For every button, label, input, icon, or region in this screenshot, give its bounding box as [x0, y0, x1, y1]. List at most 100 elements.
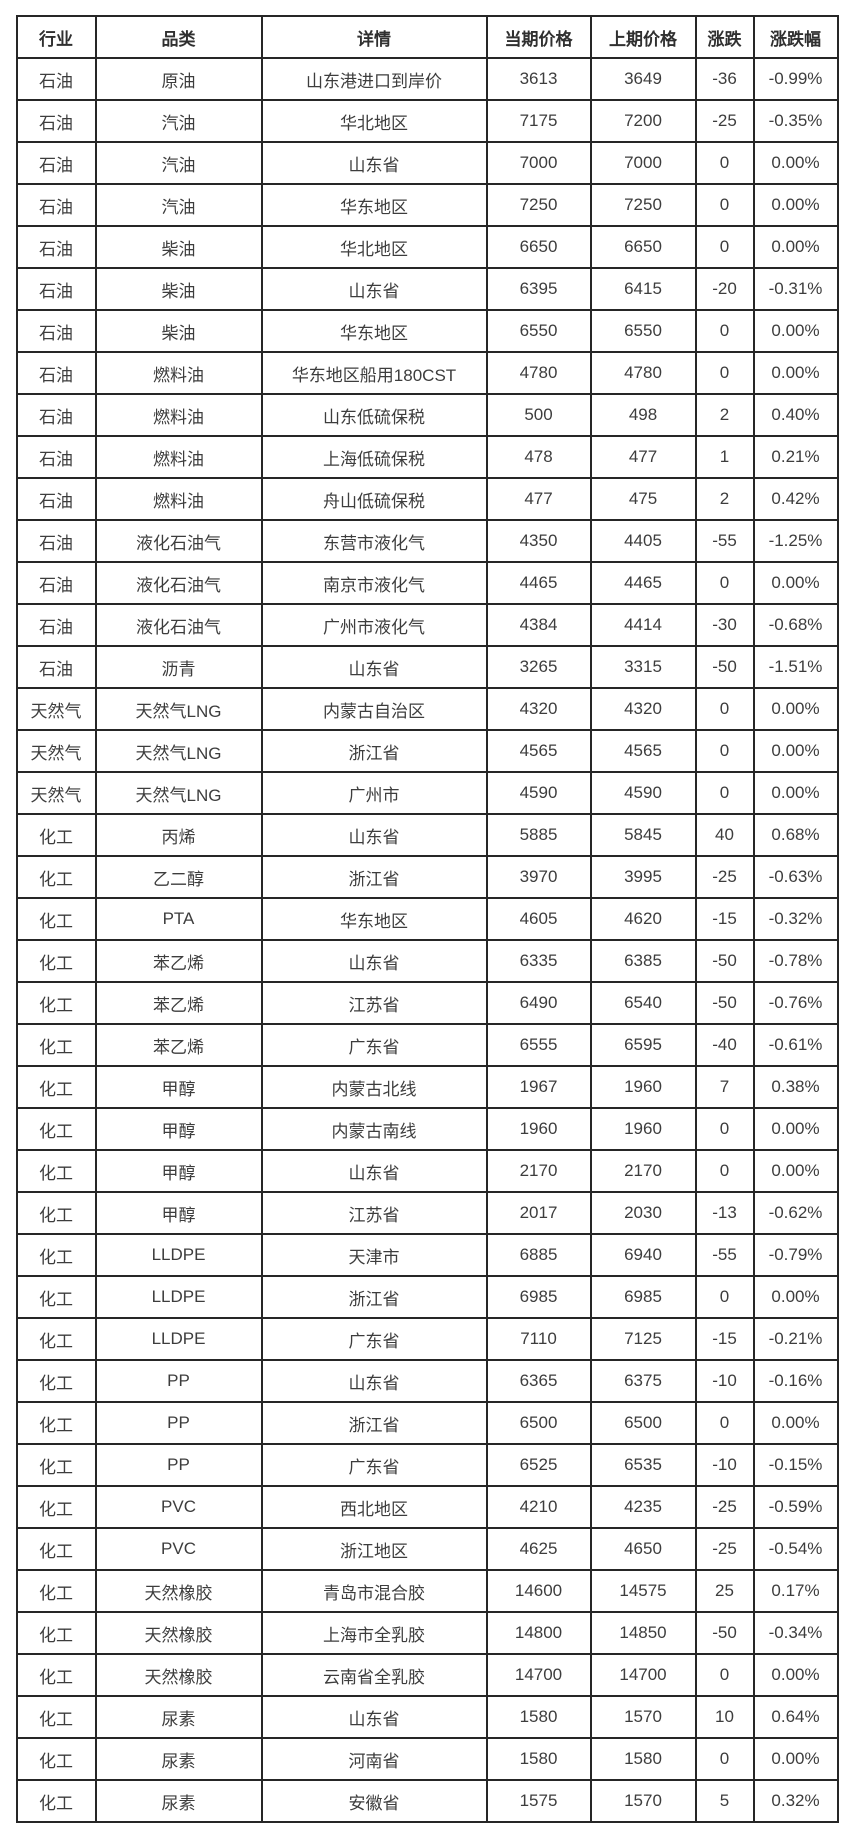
- table-cell: 3970: [485, 855, 592, 899]
- table-cell: 0.42%: [752, 477, 839, 521]
- table-cell: 甲醇: [94, 1191, 263, 1235]
- table-cell: 2017: [485, 1191, 592, 1235]
- table-cell: 化工: [15, 1485, 97, 1529]
- table-cell: 化工: [15, 897, 97, 941]
- table-row: 石油 沥青 山东省 3265 3315 -50 -1.51%: [15, 645, 839, 689]
- table-cell: 山东省: [260, 1149, 488, 1193]
- table-cell: 0.21%: [752, 435, 839, 479]
- table-cell: 0.00%: [752, 561, 839, 605]
- table-cell: 3649: [589, 57, 697, 101]
- table-cell: 4780: [589, 351, 697, 395]
- table-cell: 石油: [15, 57, 97, 101]
- table-cell: 化工: [15, 1695, 97, 1739]
- table-cell: -0.68%: [752, 603, 839, 647]
- table-cell: 化工: [15, 1611, 97, 1655]
- table-cell: -0.16%: [752, 1359, 839, 1403]
- table-cell: 天然气LNG: [94, 771, 263, 815]
- table-cell: 3315: [589, 645, 697, 689]
- table-cell: 内蒙古自治区: [260, 687, 488, 731]
- column-header: 上期价格: [589, 15, 697, 59]
- table-cell: 7200: [589, 99, 697, 143]
- table-cell: 柴油: [94, 309, 263, 353]
- table-row: 石油 燃料油 山东低硫保税 500 498 2 0.40%: [15, 393, 839, 437]
- table-cell: 475: [589, 477, 697, 521]
- table-cell: -0.62%: [752, 1191, 839, 1235]
- table-cell: 0.00%: [752, 1653, 839, 1697]
- table-cell: -0.15%: [752, 1443, 839, 1487]
- table-cell: 6500: [485, 1401, 592, 1445]
- table-cell: 石油: [15, 141, 97, 185]
- table-cell: 内蒙古南线: [260, 1107, 488, 1151]
- table-cell: -40: [694, 1023, 755, 1067]
- table-cell: 477: [485, 477, 592, 521]
- table-cell: 化工: [15, 939, 97, 983]
- table-header: 行业 品类 详情 当期价格 上期价格 涨跌 涨跌幅: [15, 15, 839, 59]
- table-cell: 化工: [15, 981, 97, 1025]
- table-cell: 14700: [485, 1653, 592, 1697]
- table-cell: 0.00%: [752, 351, 839, 395]
- table-cell: -15: [694, 897, 755, 941]
- table-cell: 2170: [589, 1149, 697, 1193]
- table-row: 化工 苯乙烯 山东省 6335 6385 -50 -0.78%: [15, 939, 839, 983]
- table-cell: 6555: [485, 1023, 592, 1067]
- table-cell: 化工: [15, 1275, 97, 1319]
- table-cell: 天然气LNG: [94, 729, 263, 773]
- table-cell: 2170: [485, 1149, 592, 1193]
- table-cell: 4320: [589, 687, 697, 731]
- table-cell: 7000: [485, 141, 592, 185]
- table-cell: 0.00%: [752, 687, 839, 731]
- table-cell: 0.00%: [752, 141, 839, 185]
- table-cell: 汽油: [94, 99, 263, 143]
- table-cell: 天然气: [15, 771, 97, 815]
- table-cell: 0: [694, 351, 755, 395]
- table-cell: -0.35%: [752, 99, 839, 143]
- table-cell: -0.79%: [752, 1233, 839, 1277]
- table-row: 化工 PP 广东省 6525 6535 -10 -0.15%: [15, 1443, 839, 1487]
- table-cell: -0.32%: [752, 897, 839, 941]
- table-cell: 天然橡胶: [94, 1611, 263, 1655]
- table-cell: 山东港进口到岸价: [260, 57, 488, 101]
- table-cell: 天然气LNG: [94, 687, 263, 731]
- table-cell: -0.76%: [752, 981, 839, 1025]
- table-cell: 汽油: [94, 183, 263, 227]
- table-cell: 华东地区: [260, 309, 488, 353]
- table-cell: 天然橡胶: [94, 1569, 263, 1613]
- table-cell: 500: [485, 393, 592, 437]
- table-cell: 浙江省: [260, 855, 488, 899]
- table-cell: 4565: [485, 729, 592, 773]
- table-row: 石油 液化石油气 东营市液化气 4350 4405 -55 -1.25%: [15, 519, 839, 563]
- table-cell: 0: [694, 561, 755, 605]
- table-row: 化工 苯乙烯 广东省 6555 6595 -40 -0.61%: [15, 1023, 839, 1067]
- table-cell: 0: [694, 1653, 755, 1697]
- table-cell: -50: [694, 1611, 755, 1655]
- table-cell: 上海市全乳胶: [260, 1611, 488, 1655]
- table-cell: 1575: [485, 1779, 592, 1823]
- table-cell: 丙烯: [94, 813, 263, 857]
- table-cell: 6395: [485, 267, 592, 311]
- table-cell: 40: [694, 813, 755, 857]
- table-cell: 浙江省: [260, 1275, 488, 1319]
- table-cell: 0: [694, 771, 755, 815]
- table-row: 石油 燃料油 华东地区船用180CST 4780 4780 0 0.00%: [15, 351, 839, 395]
- table-row: 化工 丙烯 山东省 5885 5845 40 0.68%: [15, 813, 839, 857]
- table-cell: 7000: [589, 141, 697, 185]
- table-row: 化工 甲醇 内蒙古北线 1967 1960 7 0.38%: [15, 1065, 839, 1109]
- table-cell: 4625: [485, 1527, 592, 1571]
- table-cell: 化工: [15, 1023, 97, 1067]
- table-cell: 沥青: [94, 645, 263, 689]
- table-cell: 0.17%: [752, 1569, 839, 1613]
- table-cell: 7: [694, 1065, 755, 1109]
- table-cell: PVC: [94, 1485, 263, 1529]
- table-cell: 江苏省: [260, 981, 488, 1025]
- table-row: 石油 燃料油 上海低硫保税 478 477 1 0.21%: [15, 435, 839, 479]
- table-row: 化工 LLDPE 广东省 7110 7125 -15 -0.21%: [15, 1317, 839, 1361]
- table-cell: 6985: [485, 1275, 592, 1319]
- table-cell: 山东省: [260, 1359, 488, 1403]
- table-cell: 3613: [485, 57, 592, 101]
- table-cell: 天津市: [260, 1233, 488, 1277]
- table-cell: 化工: [15, 813, 97, 857]
- table-cell: 3265: [485, 645, 592, 689]
- table-cell: 4465: [485, 561, 592, 605]
- table-cell: 6500: [589, 1401, 697, 1445]
- table-cell: 石油: [15, 645, 97, 689]
